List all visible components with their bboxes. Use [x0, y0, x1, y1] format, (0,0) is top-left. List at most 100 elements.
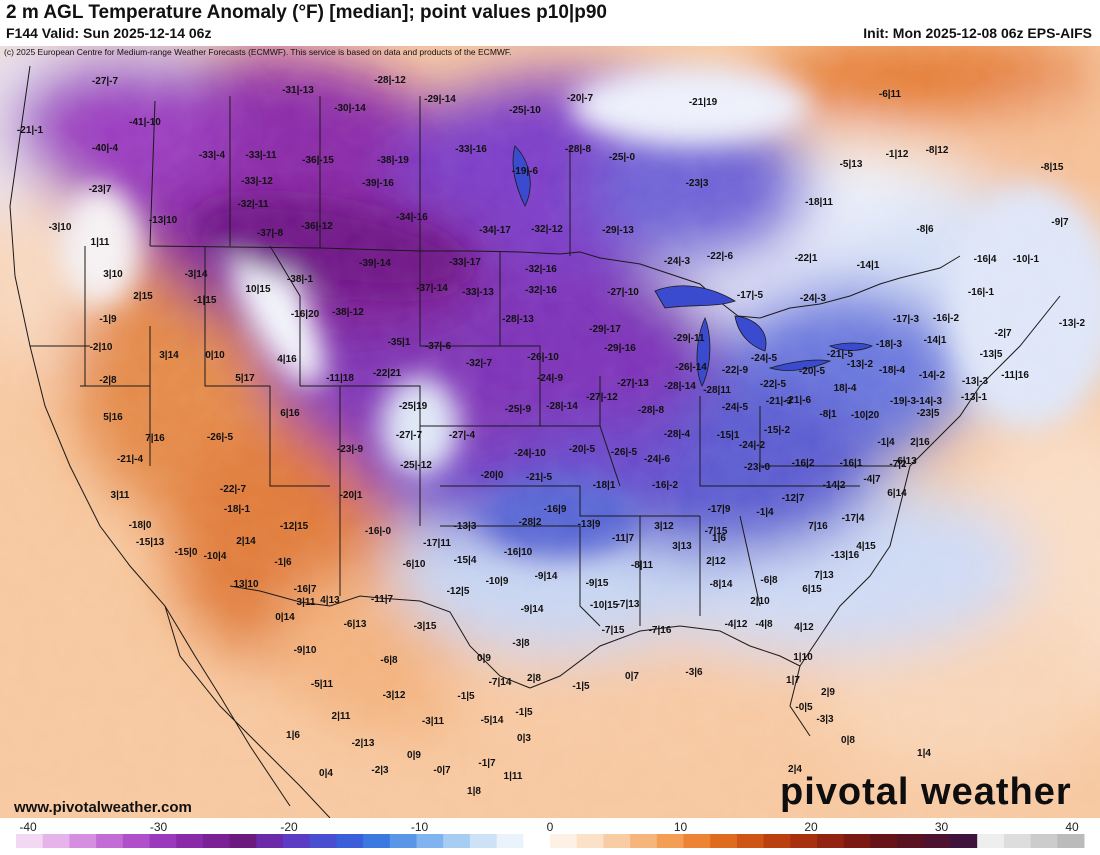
- point-value-label: 1|11: [91, 237, 110, 248]
- colorbar-swatch: [923, 834, 951, 848]
- west-coast: [9, 65, 291, 807]
- colorbar-swatch: [1003, 834, 1032, 848]
- point-value-label: -21|-3: [766, 396, 793, 407]
- colorbar-svg: -40 -30 -20 -10 0 10 20 30 40: [16, 820, 1085, 848]
- colorbar-swatch: [149, 834, 177, 848]
- point-value-label: -33|-11: [245, 150, 277, 161]
- point-value-label: -27|-7: [92, 76, 119, 87]
- point-value-label: -27|-12: [586, 392, 618, 403]
- point-value-label: -16|1: [840, 458, 863, 469]
- point-value-label: -25|19: [399, 401, 428, 412]
- point-value-label: -30|-14: [334, 103, 366, 114]
- point-value-label: -15|-2: [764, 425, 791, 436]
- colorbar-swatch: [817, 834, 845, 848]
- colorbar-tick-label: 10: [674, 820, 688, 834]
- point-value-label: -28|-14: [546, 401, 578, 412]
- point-value-label: -19|-3: [890, 396, 917, 407]
- point-value-label: -1|4: [877, 437, 895, 448]
- point-value-label: 3|11: [297, 597, 316, 608]
- point-value-label: -16|10: [504, 547, 533, 558]
- point-value-label: -31|-13: [282, 85, 314, 96]
- point-value-label: 7|16: [145, 433, 165, 444]
- point-value-label: 3|11: [111, 490, 130, 501]
- state-line-15: [759, 406, 900, 467]
- point-value-label: -8|15: [1041, 162, 1064, 173]
- colorbar-swatch: [550, 834, 578, 848]
- colorbar-swatch: [710, 834, 738, 848]
- point-value-label: -1|5: [515, 707, 533, 718]
- point-value-label: -1|9: [99, 314, 117, 325]
- great-lakes: [512, 145, 873, 387]
- point-value-label: -16|9: [544, 504, 567, 515]
- point-value-label: 13|10: [233, 579, 258, 590]
- point-value-label: -28|-14: [664, 381, 696, 392]
- point-value-label: 10|15: [245, 284, 270, 295]
- point-value-label: -37|-8: [257, 228, 284, 239]
- point-value-label: -7|16: [649, 625, 672, 636]
- point-value-label: 1|10: [793, 652, 813, 663]
- point-value-label: -24|-5: [751, 353, 778, 364]
- point-value-label: -20|-5: [799, 366, 826, 377]
- mexico-coast: [164, 605, 331, 818]
- point-value-label: -17|11: [423, 538, 451, 549]
- point-value-label: 3|10: [103, 269, 123, 280]
- colorbar-swatch: [603, 834, 631, 848]
- colorbar-tick-labels: -40 -30 -20 -10 0 10 20 30 40: [19, 820, 1079, 834]
- point-value-label: -28|11: [703, 385, 731, 396]
- point-value-label: -26|-5: [207, 432, 234, 443]
- point-value-label: -2|13: [352, 738, 375, 749]
- point-value-label: -15|0: [175, 547, 198, 558]
- point-value-label: -23|-0: [744, 462, 771, 473]
- point-value-label: -33|-17: [449, 257, 481, 268]
- point-value-label: -33|-4: [199, 150, 226, 161]
- point-value-label: -24|-3: [800, 293, 827, 304]
- colorbar-swatch: [656, 834, 684, 848]
- point-value-label: -27|-13: [617, 378, 649, 389]
- colorbar-swatch: [336, 834, 364, 848]
- colorbar-swatch: [950, 834, 978, 848]
- point-value-label: -16|4: [974, 254, 997, 265]
- point-value-label: 2|9: [821, 687, 835, 698]
- point-value-label: -21|-1: [17, 125, 44, 136]
- state-line-10: [440, 525, 601, 627]
- point-value-label: -14|1: [857, 260, 880, 271]
- map-canvas[interactable]: (c) 2025 European Centre for Medium-rang…: [0, 46, 1100, 818]
- point-value-label: -6|11: [879, 89, 902, 100]
- point-value-label: -14|-2: [919, 370, 946, 381]
- colorbar-swatch: [870, 834, 898, 848]
- point-value-label: -24|-3: [664, 256, 691, 267]
- point-value-label: -22|-5: [760, 379, 787, 390]
- point-value-label: -18|11: [805, 197, 833, 208]
- point-value-label: -7|14: [489, 677, 512, 688]
- anomaly-map[interactable]: (c) 2025 European Centre for Medium-rang…: [0, 46, 1100, 818]
- point-value-label: 4|16: [277, 354, 297, 365]
- point-value-label: -1|6: [274, 557, 292, 568]
- point-value-label: -28|-4: [664, 429, 691, 440]
- colorbar-swatch: [69, 834, 97, 848]
- point-value-label: -18|-1: [224, 504, 251, 515]
- us-canada-border: [149, 245, 961, 319]
- point-value-label: -15|4: [454, 555, 477, 566]
- header: 2 m AGL Temperature Anomaly (°F) [median…: [0, 0, 1100, 46]
- point-value-label: -22|1: [795, 253, 818, 264]
- point-value-label: -29|-17: [589, 324, 621, 335]
- grain-overlay: [0, 46, 1100, 818]
- point-value-label: -10|-1: [1013, 254, 1040, 265]
- point-value-label: -1|12: [886, 149, 909, 160]
- colorbar-swatch: [576, 834, 604, 848]
- website-url[interactable]: www.pivotalweather.com: [13, 799, 192, 816]
- point-value-label: -1|5: [457, 691, 475, 702]
- point-value-label: -33|-13: [462, 287, 494, 298]
- point-value-label: -24|-10: [514, 448, 546, 459]
- point-value-label: 1|7: [786, 675, 800, 686]
- colorbar: -40 -30 -20 -10 0 10 20 30 40: [0, 818, 1100, 850]
- canada-province-line-1: [149, 100, 156, 247]
- point-value-label: 3|12: [654, 521, 674, 532]
- point-value-label: -16|2: [792, 458, 815, 469]
- colorbar-swatch: [843, 834, 871, 848]
- point-value-label: -29|-14: [424, 94, 456, 105]
- point-value-label: -11|7: [371, 594, 394, 605]
- init-time: Init: Mon 2025-12-08 06z EPS-AIFS: [863, 25, 1092, 41]
- lake-winnipeg: [512, 145, 531, 207]
- point-value-label: 4|12: [794, 622, 814, 633]
